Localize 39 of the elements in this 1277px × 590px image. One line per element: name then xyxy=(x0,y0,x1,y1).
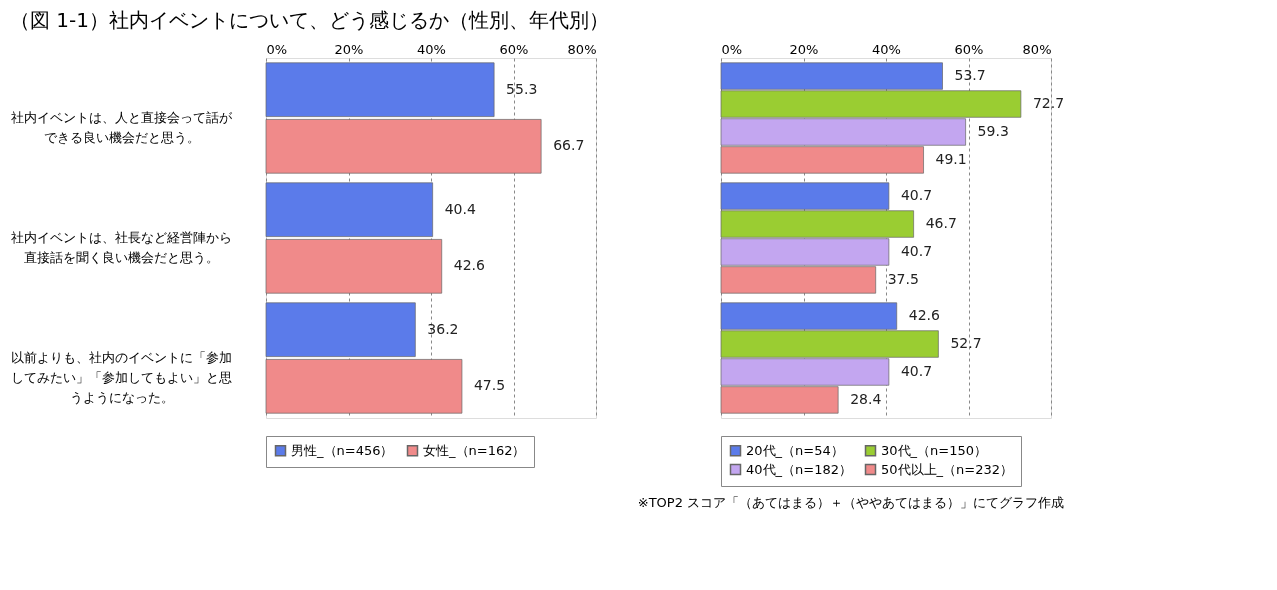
legend-label: 女性_（n=162） xyxy=(423,442,526,458)
x-tick-label: 20% xyxy=(789,41,819,57)
data-label: 42.6 xyxy=(453,257,485,274)
data-label: 52.7 xyxy=(950,335,982,352)
chart-title: （図 1-1）社内イベントについて、どう感じるか（性別、年代別） xyxy=(10,7,610,32)
text: ※TOP2 スコア「（あてはまる）＋（ややあてはまる）」にてグラフ作成 xyxy=(637,494,1065,510)
data-label: 53.7 xyxy=(954,67,986,84)
data-label: 40.7 xyxy=(900,242,933,259)
x-tick-label: 40% xyxy=(417,41,446,57)
x-tick-label: 80% xyxy=(567,41,597,57)
x-tick-label: 20% xyxy=(334,41,364,57)
y-tick-label: 社内イベントは、人と直接会って話ができる良い機会だと思う。 xyxy=(11,110,233,145)
data-label: 40.7 xyxy=(900,362,933,379)
legend-label: 20代_（n=54） xyxy=(746,442,844,458)
legend-label: 50代以上_（n=232） xyxy=(881,461,1013,477)
x-tick-label: 80% xyxy=(1022,41,1052,57)
x-tick-label: 60% xyxy=(954,41,984,57)
legend-label: 男性_（n=456） xyxy=(291,442,394,458)
legend-label: 30代_（n=150） xyxy=(881,442,987,458)
data-label: 72.7 xyxy=(1032,95,1065,112)
data-label: 40.7 xyxy=(900,187,933,204)
data-label: 36.2 xyxy=(427,320,459,337)
data-label: 59.3 xyxy=(977,122,1009,139)
data-label: 46.7 xyxy=(925,215,957,232)
x-tick-label: 0% xyxy=(721,41,743,57)
x-tick-label: 0% xyxy=(266,41,288,57)
data-label: 40.4 xyxy=(444,200,476,217)
data-label: 28.4 xyxy=(850,390,882,407)
legend-label: 40代_（n=182） xyxy=(746,461,852,477)
data-label: 42.6 xyxy=(908,307,940,324)
data-label: 55.3 xyxy=(506,80,538,97)
y-tick-label: 以前よりも、社内のイベントに「参加してみたい」「参加してもよい」と思うようになった。 xyxy=(11,350,232,405)
data-label: 49.1 xyxy=(935,150,967,167)
data-label: 47.5 xyxy=(473,377,506,394)
data-label: 37.5 xyxy=(887,270,919,287)
y-tick-label: 社内イベントは、社長など経営陣から直接話を聞く良い機会だと思う。 xyxy=(11,230,232,265)
data-label: 66.7 xyxy=(553,137,585,154)
x-tick-label: 60% xyxy=(499,41,529,57)
x-tick-label: 40% xyxy=(872,41,901,57)
